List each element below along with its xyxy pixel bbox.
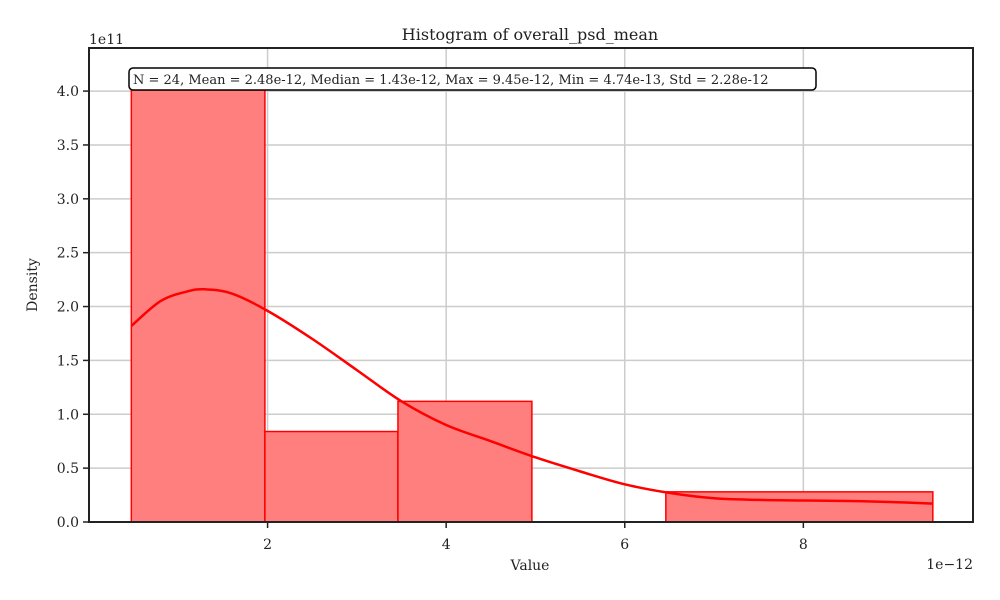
y-tick-label: 2.0 (57, 300, 79, 316)
x-tick-label: 4 (442, 537, 451, 553)
stats-box: N = 24, Mean = 2.48e-12, Median = 1.43e-… (128, 67, 817, 91)
x-tick-label: 2 (263, 537, 272, 553)
y-tick-label: 0.0 (57, 515, 79, 531)
plot-frame (88, 47, 974, 523)
y-ticks: 0.0 0.5 1.0 1.5 2.0 2.5 3.0 3.5 4.0 (57, 84, 89, 531)
stats-box-frame (128, 67, 817, 91)
y-tick-label: 1.0 (57, 407, 79, 423)
y-tick-label: 4.0 (57, 84, 79, 100)
x-axis-offset-label: 1e−12 (926, 557, 973, 573)
x-ticks: 2 4 6 8 (263, 522, 808, 553)
y-axis-label: Density (25, 258, 41, 312)
histogram-bars (130, 89, 934, 523)
histogram-bar-2 (264, 430, 399, 523)
chart-title: Histogram of overall_psd_mean (402, 25, 658, 44)
y-tick-label: 1.5 (57, 353, 79, 369)
kde-curve-layer (130, 287, 933, 505)
histogram-bar-1 (130, 89, 266, 523)
x-tick-label: 6 (620, 537, 629, 553)
y-tick-label: 0.5 (57, 461, 79, 477)
x-tick-label: 8 (799, 537, 808, 553)
histogram-bar-3 (397, 400, 533, 523)
stats-box-text: N = 24, Mean = 2.48e-12, Median = 1.43e-… (133, 73, 768, 88)
y-tick-label: 2.5 (57, 246, 79, 262)
y-axis-offset-label: 1e11 (89, 32, 124, 48)
x-axis-label: Value (510, 558, 550, 574)
y-tick-label: 3.0 (57, 192, 79, 208)
y-tick-label: 3.5 (57, 138, 79, 154)
kde-curve (130, 287, 933, 505)
